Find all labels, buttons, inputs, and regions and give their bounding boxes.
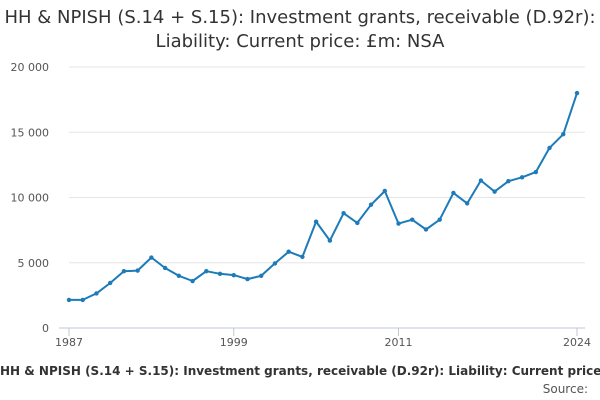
data-point xyxy=(506,178,511,184)
chart-title: HH & NPISH (S.14 + S.15): Investment gra… xyxy=(4,7,596,52)
data-point xyxy=(423,227,429,232)
y-tick-label: 10 000 xyxy=(11,192,50,205)
data-point xyxy=(259,273,264,278)
data-point xyxy=(574,90,580,96)
data-point xyxy=(561,132,566,137)
y-tick-label: 15 000 xyxy=(11,126,50,139)
data-point xyxy=(533,169,539,175)
x-tick-label: 2011 xyxy=(385,336,413,349)
data-point xyxy=(190,278,195,284)
series-layer xyxy=(66,90,580,303)
data-point xyxy=(231,272,236,278)
x-axis-ticks: 1987 1999 2011 2024 xyxy=(55,328,591,349)
data-point xyxy=(382,188,387,194)
data-point xyxy=(355,220,360,226)
data-point xyxy=(300,254,305,260)
data-point xyxy=(107,280,113,286)
data-point xyxy=(94,291,99,296)
data-point xyxy=(66,297,72,303)
data-point xyxy=(410,217,415,222)
data-point xyxy=(327,238,333,243)
data-point xyxy=(121,269,127,274)
data-point xyxy=(451,190,456,196)
data-point xyxy=(519,175,525,180)
y-tick-label: 5 000 xyxy=(18,257,50,270)
data-point xyxy=(135,268,140,273)
series-line xyxy=(69,92,578,301)
data-point xyxy=(478,178,484,183)
data-point xyxy=(492,189,497,194)
data-point xyxy=(162,265,168,271)
x-tick-label: 2024 xyxy=(563,336,591,349)
data-point xyxy=(368,202,374,207)
source-label: Source: xyxy=(542,382,588,396)
data-point xyxy=(547,145,552,151)
data-point xyxy=(80,297,85,303)
data-point xyxy=(464,201,470,206)
data-point xyxy=(341,210,346,216)
gridlines xyxy=(69,66,585,264)
legend-series-name: HH & NPISH (S.14 + S.15): Investment gra… xyxy=(0,364,600,378)
data-point xyxy=(286,249,291,254)
x-tick-label: 1999 xyxy=(220,336,248,349)
y-tick-label: 20 000 xyxy=(11,61,50,74)
y-tick-label: 0 xyxy=(42,322,49,335)
x-tick-label: 1987 xyxy=(55,336,83,349)
data-point xyxy=(217,271,223,277)
data-point xyxy=(396,221,401,226)
data-point xyxy=(176,273,182,278)
data-point xyxy=(245,276,250,282)
y-axis-ticks: 0 5 000 10 000 15 000 20 000 xyxy=(11,61,50,335)
data-point xyxy=(313,219,319,224)
data-point xyxy=(149,255,154,260)
data-point xyxy=(272,261,278,266)
data-point xyxy=(437,217,442,222)
data-point xyxy=(204,269,209,274)
